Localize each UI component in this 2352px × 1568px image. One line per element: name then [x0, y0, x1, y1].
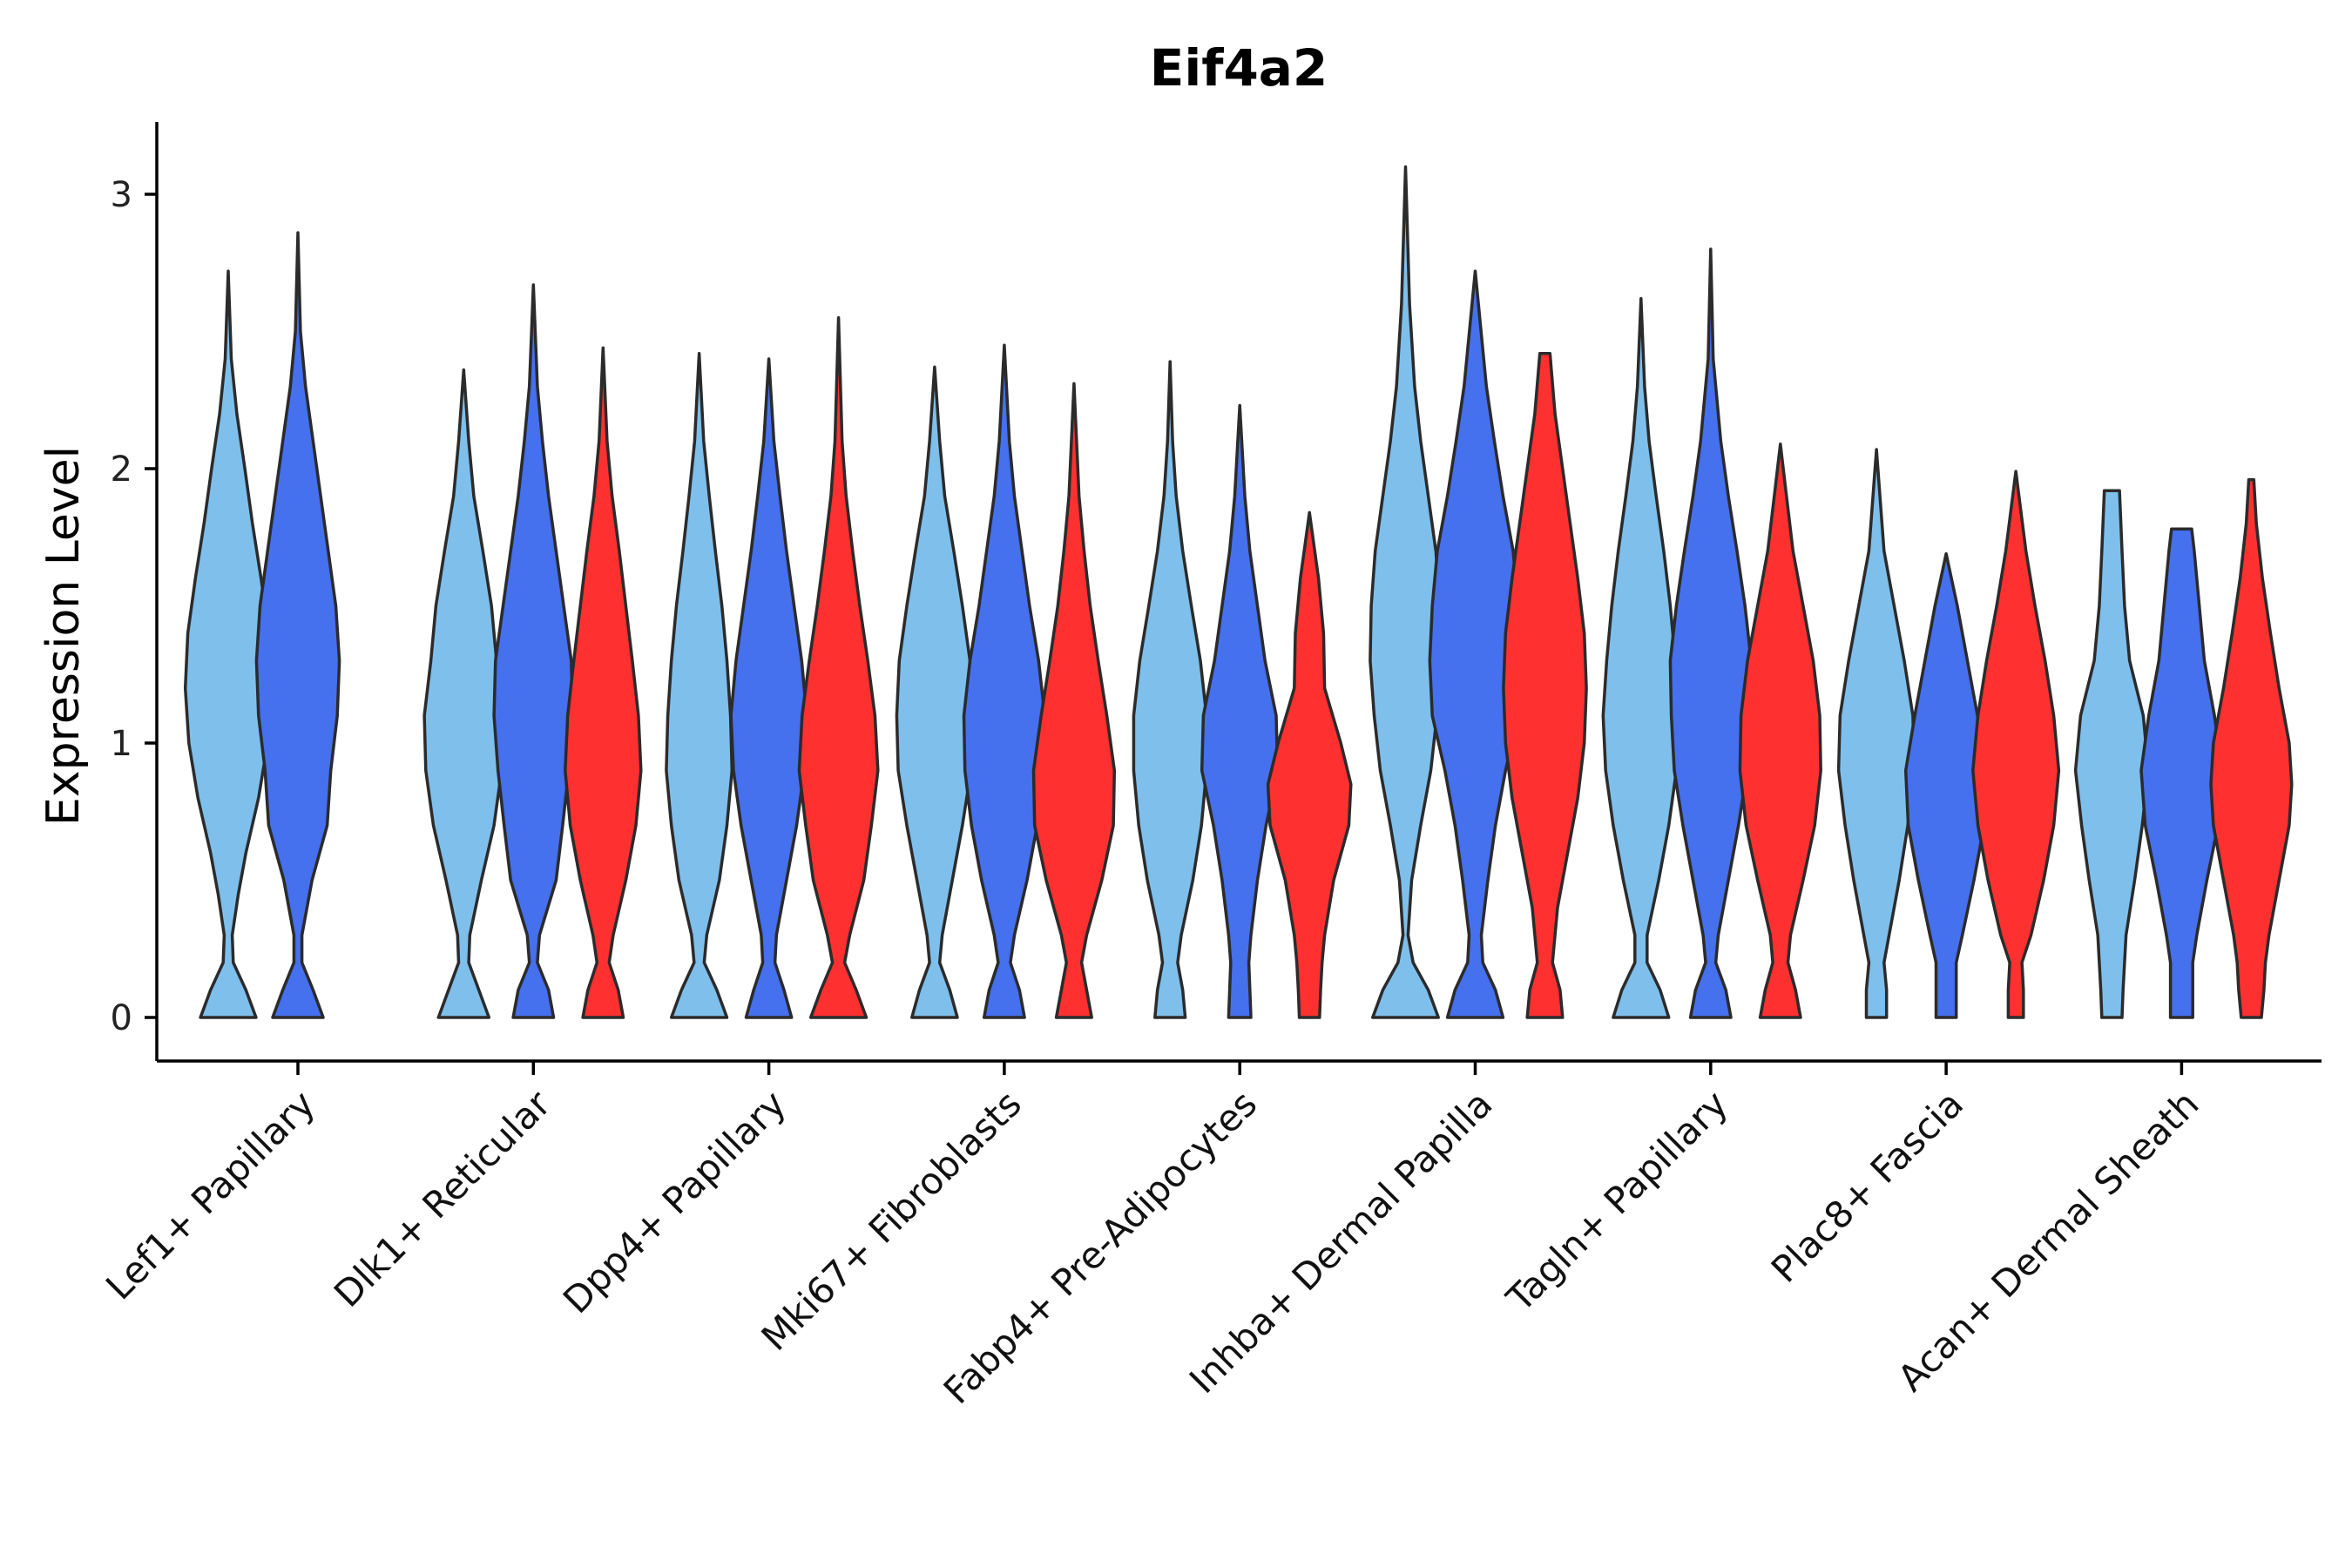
y-tick-label: 1 — [111, 724, 132, 764]
violin-acan-dermal-sheath-series-3 — [2209, 477, 2294, 1019]
x-tick-label: Tagln+ Papillary — [1497, 1082, 1735, 1320]
violin-plac8-fascia-series-3 — [1971, 470, 2061, 1019]
x-tick-label: Mki67+ Fibroblasts — [753, 1082, 1029, 1358]
violin-fabp4-pre-adipocytes-series-1 — [1132, 360, 1208, 1019]
violin-dpp4-papillary-series-3 — [797, 316, 880, 1019]
x-tick-label: Plac8+ Fascia — [1763, 1082, 1971, 1290]
y-ticks: 0 1 2 3 — [111, 175, 157, 1038]
violin-tagln-papillary-series-3 — [1738, 442, 1822, 1019]
y-tick-label: 0 — [111, 998, 132, 1038]
chart-title: Eif4a2 — [1150, 38, 1328, 98]
x-tick-label: Dlk1+ Reticular — [326, 1082, 559, 1315]
violin-group — [183, 165, 2294, 1019]
violin-lef1-papillary-series-1 — [183, 269, 274, 1019]
violin-dlk1-reticular-series-3 — [564, 346, 643, 1019]
y-tick-label: 3 — [111, 175, 132, 215]
violin-inhba-dermal-papilla-series-2 — [1428, 269, 1523, 1019]
violin-dlk1-reticular-series-1 — [422, 368, 505, 1019]
violin-plac8-fascia-series-1 — [1836, 448, 1916, 1019]
y-tick-label: 2 — [111, 449, 132, 490]
violin-tagln-papillary-series-1 — [1601, 296, 1681, 1019]
violin-dpp4-papillary-series-2 — [729, 357, 808, 1019]
violin-fabp4-pre-adipocytes-series-2 — [1200, 403, 1280, 1019]
x-tick-label: Lef1+ Papillary — [98, 1082, 323, 1308]
violin-lef1-papillary-series-2 — [254, 231, 341, 1019]
x-tick-label: Dpp4+ Papillary — [555, 1082, 794, 1321]
violin-fabp4-pre-adipocytes-series-3 — [1266, 510, 1353, 1019]
y-axis-label: Expression Level — [37, 446, 90, 826]
violin-plac8-fascia-series-2 — [1903, 551, 1989, 1019]
violin-tagln-papillary-series-2 — [1668, 247, 1753, 1019]
violin-dpp4-papillary-series-1 — [665, 351, 734, 1019]
violin-acan-dermal-sheath-series-1 — [2073, 489, 2150, 1019]
violin-inhba-dermal-papilla-series-3 — [1502, 351, 1588, 1019]
violin-inhba-dermal-papilla-series-1 — [1369, 165, 1443, 1019]
violin-mki67-fibroblasts-series-1 — [895, 365, 975, 1019]
violin-dlk1-reticular-series-2 — [492, 283, 575, 1019]
violin-acan-dermal-sheath-series-2 — [2139, 527, 2224, 1019]
violin-mki67-fibroblasts-series-3 — [1031, 382, 1117, 1019]
violin-mki67-fibroblasts-series-2 — [962, 343, 1047, 1019]
